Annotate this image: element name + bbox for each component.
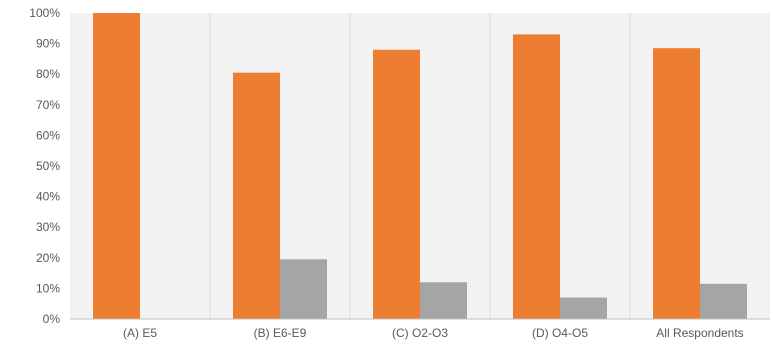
y-tick-label: 40% (36, 190, 60, 204)
bar-series-1-2 (233, 72, 280, 319)
y-tick-label: 70% (36, 98, 60, 112)
y-tick-label: 50% (36, 159, 60, 173)
bar-series-1-5 (653, 48, 700, 319)
x-tick-label: (B) E6-E9 (254, 326, 307, 340)
bar-series-2-3 (420, 282, 467, 319)
bar-series-2-4 (560, 297, 607, 319)
x-tick-label: (C) O2-O3 (392, 326, 448, 340)
bar-series-2-2 (280, 259, 327, 319)
y-tick-label: 90% (36, 37, 60, 51)
y-tick-label: 60% (36, 128, 60, 142)
bar-series-2-5 (700, 283, 747, 319)
y-tick-label: 100% (29, 6, 60, 20)
bar-layer (93, 13, 747, 320)
y-tick-label: 80% (36, 67, 60, 81)
x-tick-label: All Respondents (656, 326, 743, 340)
x-tick-label: (D) O4-O5 (532, 326, 588, 340)
grid-layer (209, 13, 631, 319)
y-tick-label: 20% (36, 251, 60, 265)
y-tick-labels: 0% 10% 20% 30% 40% 50% 60% 70% 80% 90% 100% (29, 6, 60, 326)
y-tick-label: 10% (36, 281, 60, 295)
bar-series-1-1 (93, 13, 140, 319)
bar-series-1-4 (513, 34, 560, 320)
bar-series-1-3 (373, 49, 420, 319)
y-tick-label: 0% (43, 312, 61, 326)
x-tick-label: (A) E5 (123, 326, 157, 340)
y-tick-label: 30% (36, 220, 60, 234)
x-tick-labels: (A) E5 (B) E6-E9 (C) O2-O3 (D) O4-O5 All Res… (123, 326, 744, 340)
